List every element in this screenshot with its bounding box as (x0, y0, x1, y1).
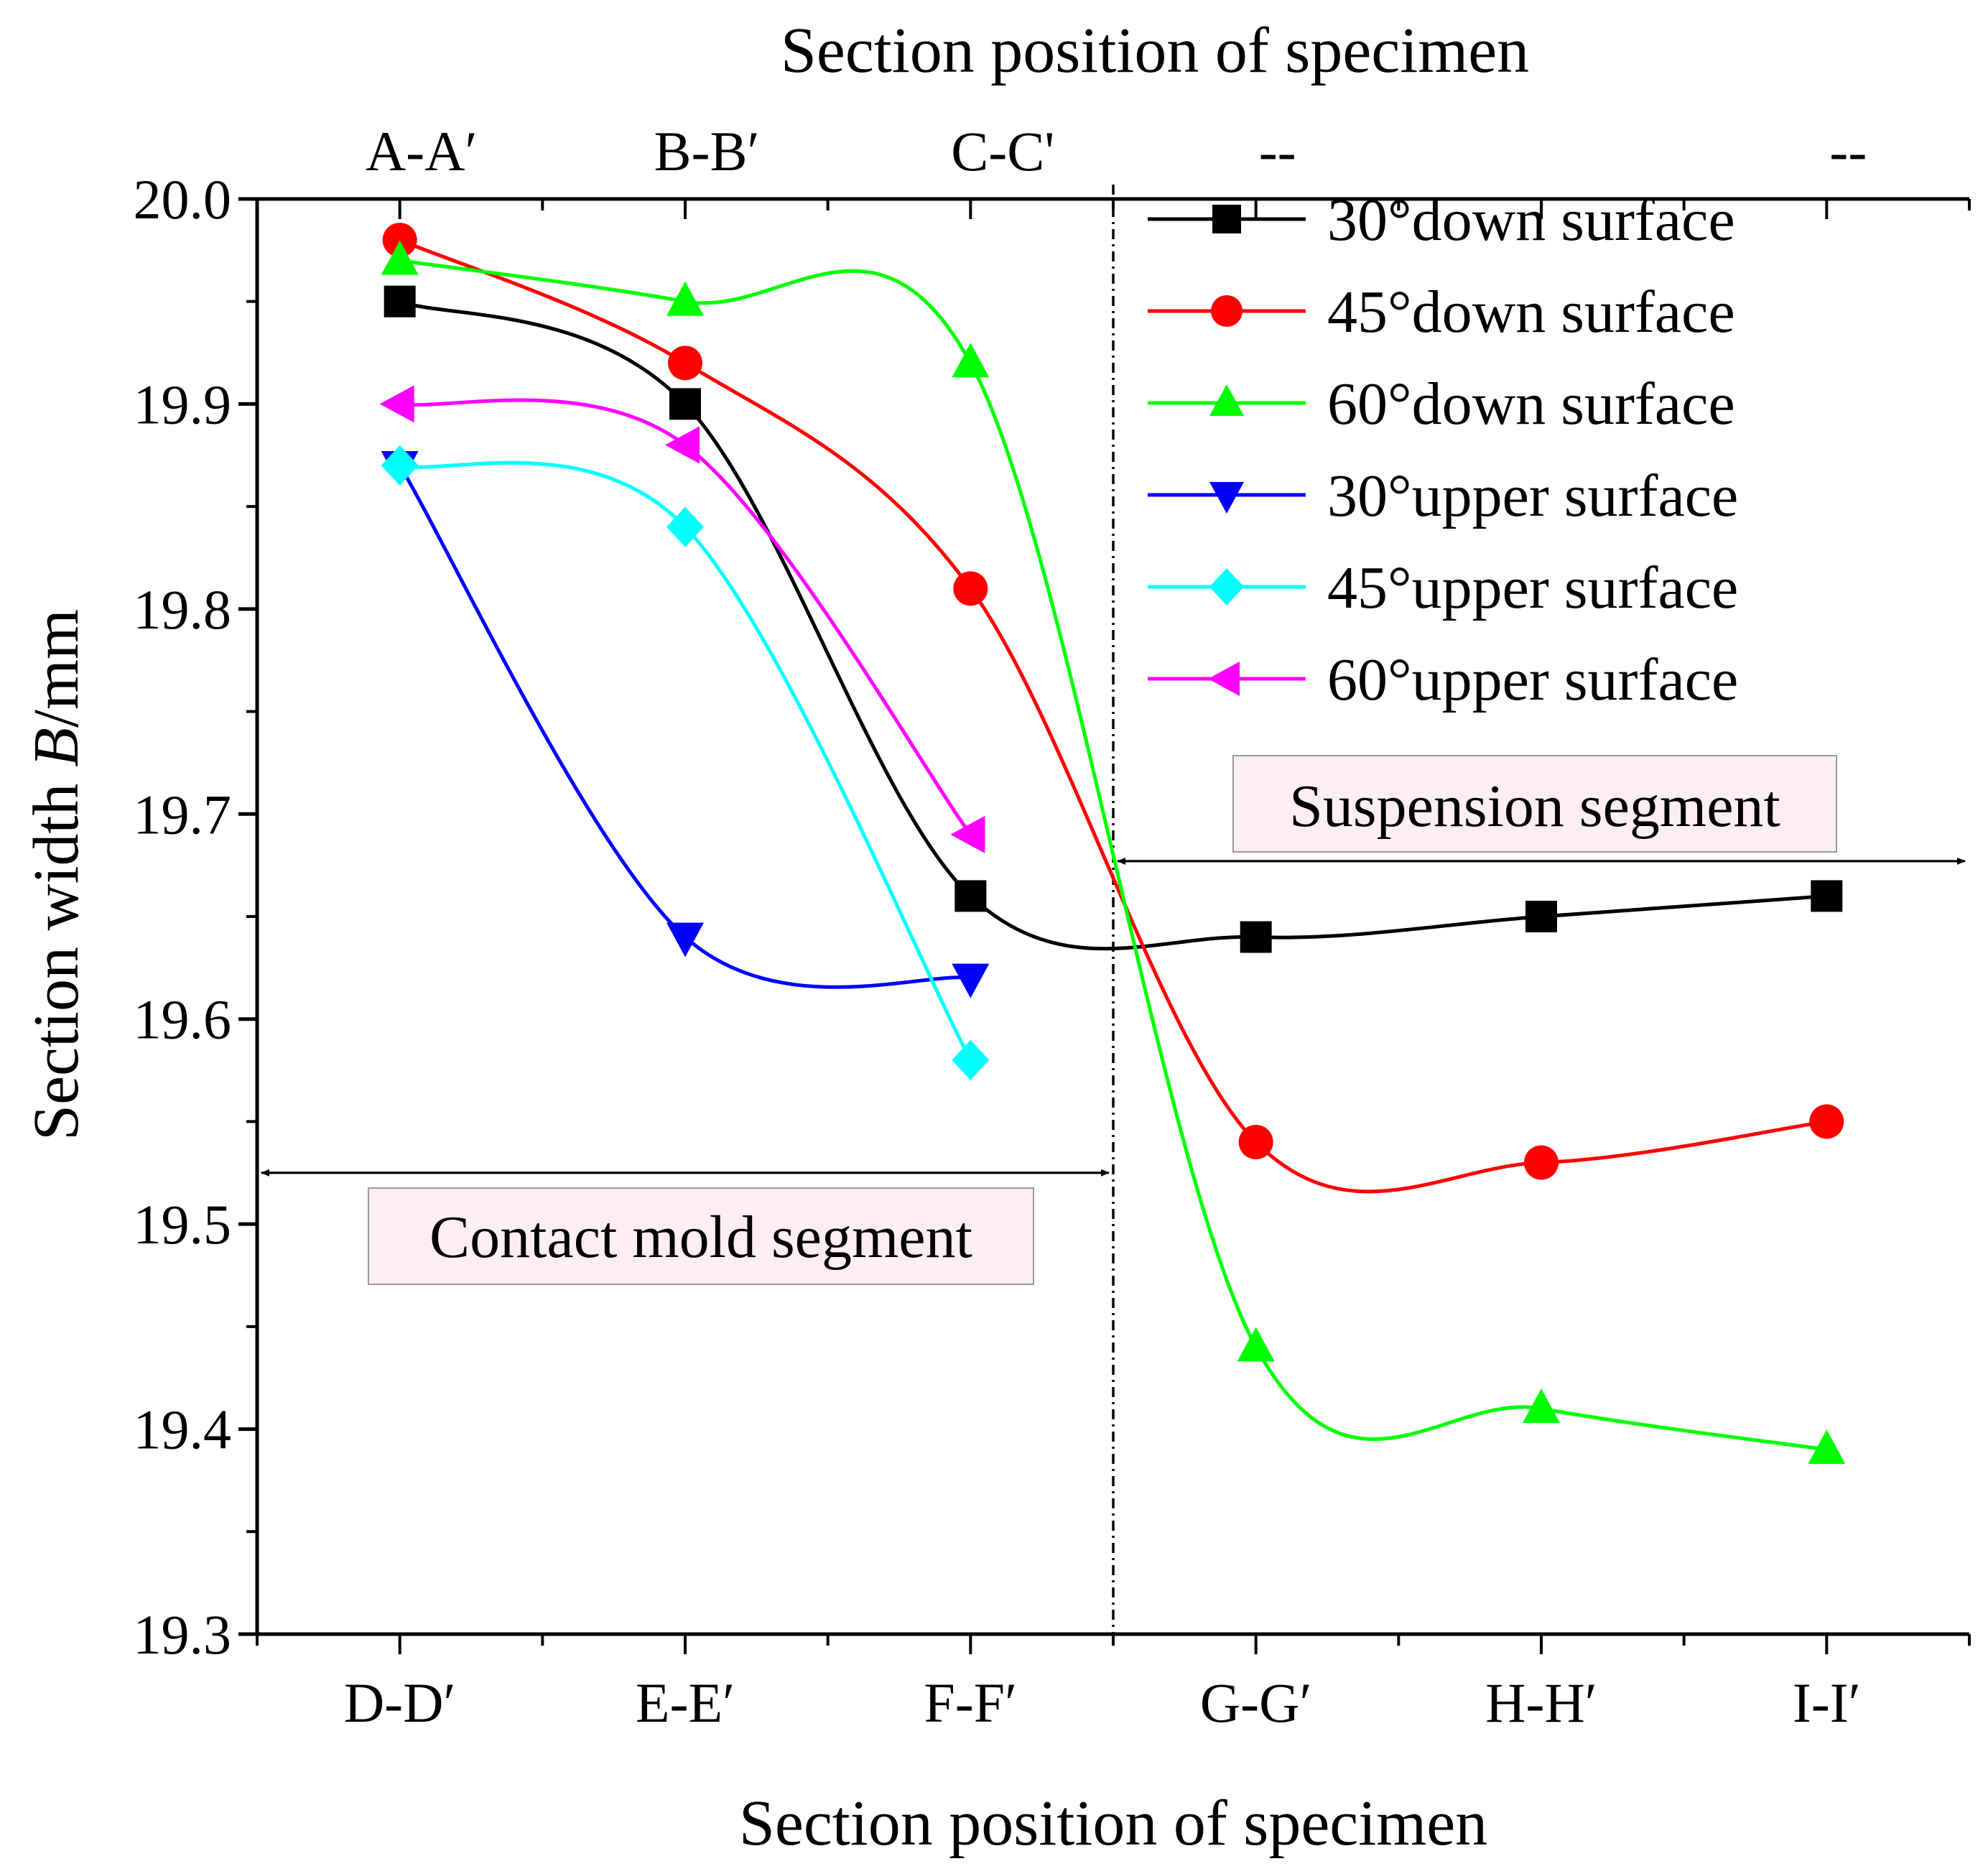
x-tick-label: I-I′ (1793, 1671, 1861, 1734)
data-point (1237, 1327, 1275, 1362)
data-point (1240, 921, 1272, 953)
data-point (666, 281, 704, 316)
data-point (1525, 901, 1557, 932)
data-point (381, 240, 419, 275)
y-tick-label: 19.6 (134, 988, 232, 1051)
data-point (952, 963, 990, 998)
data-point (668, 345, 702, 381)
top-axis-title: Section position of specimen (781, 15, 1529, 86)
legend-item: 30°down surface (1148, 187, 1735, 254)
legend-item: 30°upper surface (1148, 463, 1738, 529)
contact-segment-label: Contact mold segment (429, 1204, 972, 1271)
y-tick-label: 19.4 (134, 1399, 232, 1461)
series-1 (382, 223, 1844, 1194)
legend-label: 45°upper surface (1327, 555, 1738, 621)
data-point (950, 815, 985, 853)
data-point (379, 385, 414, 423)
annotation-layer: Contact mold segment Suspension segment (261, 185, 1966, 1634)
series-line (399, 460, 972, 1061)
x-axis-title: Section position of specimen (739, 1788, 1487, 1859)
y-tick-label: 19.3 (134, 1603, 232, 1666)
x-tick-label: F-F′ (924, 1671, 1017, 1734)
y-axis-title: Section width B/mm (21, 609, 92, 1141)
legend-swatch-marker (1212, 205, 1241, 233)
y-tick-label: 19.9 (134, 373, 232, 435)
y-tick-label: 19.7 (134, 783, 232, 845)
series-4 (381, 445, 990, 1080)
data-point (1523, 1388, 1560, 1424)
x-tick-label: H-H′ (1485, 1671, 1597, 1734)
y-axis-title-prefix: Section width (21, 767, 92, 1141)
top-tick-label: C-C' (951, 120, 1054, 182)
legend-label: 45°down surface (1327, 279, 1735, 345)
legend-item: 45°down surface (1148, 279, 1735, 345)
x-tick-label: D-D′ (344, 1671, 456, 1734)
x-tick-label: G-G′ (1200, 1671, 1312, 1734)
legend-swatch-marker (1211, 295, 1242, 327)
data-point (666, 506, 704, 547)
y-axis-title-suffix: /mm (21, 609, 92, 728)
data-point (1809, 1104, 1844, 1139)
legend-item: 60°down surface (1148, 371, 1735, 437)
contact-label-box (368, 1187, 1034, 1285)
series-line (399, 398, 972, 836)
series-5 (379, 385, 985, 853)
data-point (953, 571, 988, 606)
data-point (384, 285, 416, 317)
data-point (666, 922, 704, 957)
legend-label: 60°down surface (1327, 371, 1735, 437)
data-point (1524, 1145, 1559, 1180)
data-point (382, 223, 417, 258)
series-0 (384, 285, 1843, 953)
legend-swatch-marker (1209, 568, 1244, 606)
y-tick-label: 20.0 (134, 168, 232, 231)
series-layer (379, 223, 1846, 1465)
y-tick-label: 19.5 (134, 1193, 232, 1256)
data-point (1238, 1124, 1273, 1159)
suspension-segment-label: Suspension segment (1289, 773, 1780, 840)
legend-item: 45°upper surface (1148, 555, 1738, 621)
legend-label: 30°down surface (1327, 187, 1735, 254)
data-point (381, 445, 419, 486)
legend: 30°down surface 45°down surface 60°down su… (1148, 187, 1738, 713)
legend-swatch-marker (1209, 482, 1244, 514)
legend-label: 30°upper surface (1327, 463, 1738, 529)
data-point (954, 880, 987, 912)
legend-item: 60°upper surface (1148, 646, 1738, 713)
legend-swatch-marker (1209, 384, 1244, 416)
axes-layer: 19.3 19.4 19.5 19.6 19.7 19.8 19.9 20.0 D-D′ E-E′… (134, 120, 1971, 1734)
legend-label: 60°upper surface (1327, 646, 1738, 713)
data-point (1808, 1429, 1846, 1465)
series-line (398, 464, 971, 989)
y-axis-title-variable: B (21, 728, 92, 767)
data-point (952, 343, 990, 378)
data-point (665, 426, 700, 464)
legend-swatch-marker (1208, 662, 1240, 696)
y-tick-label: 19.8 (134, 578, 232, 641)
data-point (1811, 880, 1843, 912)
data-point (952, 1039, 990, 1080)
series-2 (381, 240, 1846, 1465)
top-tick-label: A-A′ (366, 120, 478, 182)
top-tick-label: -- (1259, 120, 1296, 182)
data-point (669, 388, 701, 420)
top-tick-label: -- (1829, 120, 1867, 182)
x-tick-label: E-E′ (636, 1671, 735, 1734)
suspension-label-box (1232, 755, 1837, 853)
top-tick-label: B-B′ (654, 120, 759, 182)
